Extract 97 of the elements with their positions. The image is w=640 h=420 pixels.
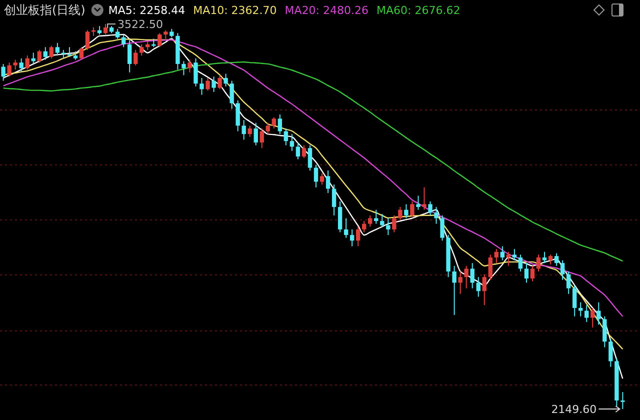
candlestick bbox=[121, 34, 126, 48]
candlestick bbox=[194, 58, 198, 87]
candlestick bbox=[452, 265, 456, 316]
candlestick bbox=[332, 184, 336, 216]
candlestick bbox=[230, 80, 234, 110]
candlestick bbox=[37, 49, 42, 64]
candlestick bbox=[440, 214, 444, 242]
candlestick bbox=[434, 206, 438, 224]
candlestick bbox=[218, 74, 222, 90]
candlestick bbox=[518, 254, 523, 272]
candlestick bbox=[584, 304, 589, 322]
candlestick bbox=[392, 214, 396, 233]
candlestick bbox=[608, 338, 613, 368]
candlestick bbox=[85, 30, 90, 50]
candlestick bbox=[260, 128, 264, 149]
candlestick bbox=[566, 270, 571, 294]
candlestick bbox=[464, 265, 468, 289]
candlestick bbox=[602, 316, 607, 348]
candlestick bbox=[188, 59, 192, 73]
candlestick bbox=[266, 122, 270, 135]
candlestick bbox=[314, 164, 318, 188]
candlestick bbox=[524, 262, 529, 284]
candlestick bbox=[590, 307, 595, 328]
annotation: 3522.50 bbox=[118, 18, 164, 31]
candlestick bbox=[140, 44, 144, 56]
text: MA60: 2676.62 bbox=[376, 4, 460, 17]
annotation: 2149.60 bbox=[551, 403, 597, 416]
candlestick bbox=[13, 59, 18, 70]
candlestick bbox=[530, 265, 535, 282]
candlestick bbox=[368, 214, 372, 228]
candlestick bbox=[404, 204, 408, 219]
candlestick bbox=[49, 45, 54, 59]
candlestick bbox=[320, 172, 324, 186]
candlestick bbox=[428, 200, 432, 216]
candlestick bbox=[512, 248, 517, 261]
candlestick bbox=[224, 73, 228, 87]
candlestick bbox=[560, 260, 565, 280]
candlestick bbox=[362, 220, 366, 233]
candlestick bbox=[458, 270, 462, 294]
candlestick bbox=[422, 186, 426, 210]
candlestick bbox=[200, 77, 204, 96]
candlestick bbox=[242, 120, 246, 140]
candlestick bbox=[398, 206, 402, 220]
candlestick bbox=[278, 114, 282, 135]
candlestick bbox=[356, 226, 360, 247]
candlestick bbox=[506, 251, 511, 266]
candlestick bbox=[374, 209, 378, 224]
candlestick bbox=[290, 134, 294, 152]
candlestick bbox=[134, 49, 138, 66]
candlestick bbox=[103, 24, 108, 36]
candlestick bbox=[182, 60, 186, 76]
candlestick bbox=[1, 63, 6, 82]
candlestick bbox=[236, 100, 240, 132]
candlestick bbox=[55, 42, 60, 56]
candlestick bbox=[542, 251, 547, 264]
candlestick bbox=[554, 252, 559, 266]
candlestick bbox=[548, 254, 553, 265]
candlestick bbox=[284, 128, 288, 146]
candlestick bbox=[488, 254, 492, 280]
candlestick bbox=[7, 62, 12, 78]
candlestick bbox=[19, 58, 24, 73]
candlestick bbox=[248, 125, 252, 138]
candlestick bbox=[158, 32, 162, 48]
candlestick bbox=[410, 200, 414, 218]
candlestick bbox=[308, 144, 312, 172]
candlestick bbox=[620, 392, 625, 410]
candlestick bbox=[254, 122, 258, 146]
candlestick bbox=[296, 142, 300, 160]
text: MA10: 2362.70 bbox=[193, 4, 277, 17]
candlestick bbox=[212, 76, 216, 93]
candlestick bbox=[572, 285, 577, 317]
candlestick bbox=[416, 195, 420, 210]
candlestick bbox=[115, 28, 120, 40]
candlestick bbox=[344, 218, 348, 238]
candlestick bbox=[494, 248, 499, 264]
candlestick bbox=[67, 46, 72, 58]
candlestick bbox=[536, 254, 541, 272]
candlestick bbox=[127, 40, 132, 73]
candlestick bbox=[43, 46, 48, 60]
series-label: MA5: 2258.44 bbox=[108, 4, 186, 17]
candlestick bbox=[476, 276, 480, 298]
candlestick bbox=[79, 46, 84, 60]
chart-title: 创业板指(日线) bbox=[4, 3, 86, 17]
candlestick bbox=[350, 228, 354, 247]
candlestick bbox=[470, 262, 474, 289]
candlestick bbox=[380, 213, 384, 228]
candlestick bbox=[326, 170, 330, 194]
candlestick bbox=[338, 200, 342, 233]
candlestick bbox=[302, 144, 306, 158]
text: MA20: 2480.26 bbox=[284, 4, 368, 17]
candlestick bbox=[596, 302, 601, 326]
candlestick bbox=[482, 274, 486, 306]
candlestick bbox=[386, 218, 390, 236]
candlestick bbox=[206, 77, 210, 92]
candlestick bbox=[25, 55, 30, 70]
candlestick bbox=[500, 246, 505, 261]
candlestick bbox=[272, 116, 276, 129]
